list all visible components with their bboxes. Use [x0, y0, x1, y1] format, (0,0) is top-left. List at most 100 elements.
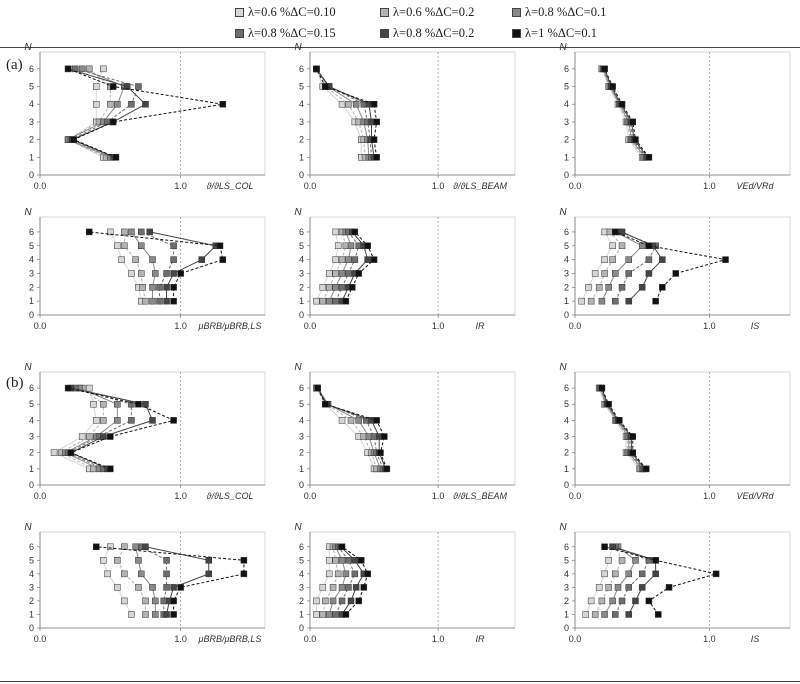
- data-point: [351, 557, 359, 564]
- data-point: [325, 611, 333, 618]
- data-point: [135, 557, 142, 564]
- data-point: [645, 557, 653, 564]
- data-point: [645, 270, 653, 277]
- data-point: [351, 570, 359, 578]
- series-line: [141, 231, 175, 302]
- data-point: [377, 449, 384, 456]
- data-point: [313, 65, 320, 73]
- data-point: [616, 417, 623, 424]
- x-tick-label: 0.0: [304, 181, 317, 191]
- axis-label: N: [559, 207, 567, 218]
- data-point: [659, 284, 666, 291]
- series-line: [328, 546, 347, 615]
- axis-label: VEd/VRd: [736, 491, 774, 501]
- data-point: [629, 449, 637, 456]
- data-point: [142, 100, 149, 108]
- data-point: [64, 384, 72, 392]
- data-point: [601, 543, 608, 551]
- y-tick-label: 3: [564, 582, 569, 592]
- data-point: [598, 384, 606, 392]
- data-point: [170, 270, 177, 277]
- data-point: [332, 228, 339, 236]
- data-point: [135, 584, 142, 591]
- y-tick-label: 4: [299, 255, 304, 265]
- data-point: [128, 228, 135, 236]
- data-point: [170, 256, 177, 263]
- y-tick-label: 2: [29, 282, 34, 292]
- data-point: [638, 584, 646, 591]
- data-point: [373, 154, 380, 161]
- x-tick-label: 0.0: [34, 181, 47, 191]
- y-tick-label: 1: [299, 296, 304, 306]
- y-tick-label: 4: [564, 569, 569, 579]
- data-point: [618, 100, 626, 108]
- data-point: [177, 270, 184, 277]
- data-point: [170, 584, 177, 591]
- y-tick-label: 5: [29, 555, 34, 565]
- data-point: [100, 400, 107, 408]
- data-point: [240, 557, 248, 564]
- y-tick-label: 2: [564, 282, 569, 292]
- data-point: [338, 417, 346, 424]
- x-tick-label: 1.0: [174, 321, 187, 331]
- data-point: [355, 417, 362, 424]
- data-point: [107, 228, 114, 236]
- data-point: [672, 270, 680, 277]
- data-point: [319, 584, 327, 591]
- data-point: [349, 284, 356, 291]
- y-tick-label: 2: [564, 135, 569, 145]
- axis-label: N: [559, 362, 567, 373]
- data-point: [152, 270, 159, 277]
- y-tick-label: 6: [564, 542, 569, 552]
- data-point: [345, 584, 352, 591]
- data-point: [121, 242, 128, 250]
- y-tick-label: 0: [564, 623, 569, 633]
- data-point: [578, 297, 585, 305]
- y-tick-label: 1: [299, 152, 304, 162]
- y-tick-label: 2: [299, 135, 304, 145]
- data-point: [342, 611, 350, 618]
- data-point: [329, 597, 337, 605]
- data-point: [138, 228, 145, 236]
- x-tick-label: 0.0: [304, 321, 317, 331]
- y-tick-label: 3: [299, 117, 304, 127]
- data-point: [383, 465, 391, 473]
- data-point: [612, 297, 619, 305]
- y-tick-label: 5: [29, 82, 34, 92]
- data-point: [665, 584, 673, 591]
- bottom-rule: [0, 681, 800, 682]
- data-point: [156, 297, 163, 305]
- data-point: [645, 256, 653, 263]
- data-point: [114, 557, 121, 564]
- data-point: [332, 297, 339, 305]
- y-tick-label: 6: [564, 227, 569, 237]
- y-tick-label: 3: [564, 117, 569, 127]
- y-tick-label: 2: [299, 596, 304, 606]
- y-tick-label: 4: [564, 99, 569, 109]
- y-tick-label: 5: [29, 399, 34, 409]
- y-tick-label: 2: [564, 596, 569, 606]
- series-line: [602, 68, 647, 158]
- data-point: [652, 570, 659, 578]
- data-point: [107, 543, 114, 551]
- y-tick-label: 6: [29, 542, 34, 552]
- data-point: [625, 256, 632, 263]
- data-point: [170, 297, 177, 305]
- y-tick-label: 5: [299, 82, 304, 92]
- data-point: [609, 543, 616, 551]
- data-point: [170, 611, 177, 618]
- y-tick-label: 0: [299, 623, 304, 633]
- data-point: [609, 242, 616, 250]
- y-tick-label: 2: [299, 448, 304, 458]
- data-point: [652, 557, 659, 564]
- x-tick-label: 0.0: [34, 634, 47, 644]
- x-tick-label: 1.0: [703, 634, 716, 644]
- data-point: [109, 83, 117, 90]
- series-line: [67, 68, 104, 158]
- legend-item: λ=0.8 %ΔC=0.1: [512, 5, 606, 20]
- data-point: [618, 597, 626, 605]
- data-point: [78, 65, 86, 73]
- data-point: [139, 284, 146, 291]
- data-point: [205, 570, 212, 578]
- data-point: [332, 611, 339, 618]
